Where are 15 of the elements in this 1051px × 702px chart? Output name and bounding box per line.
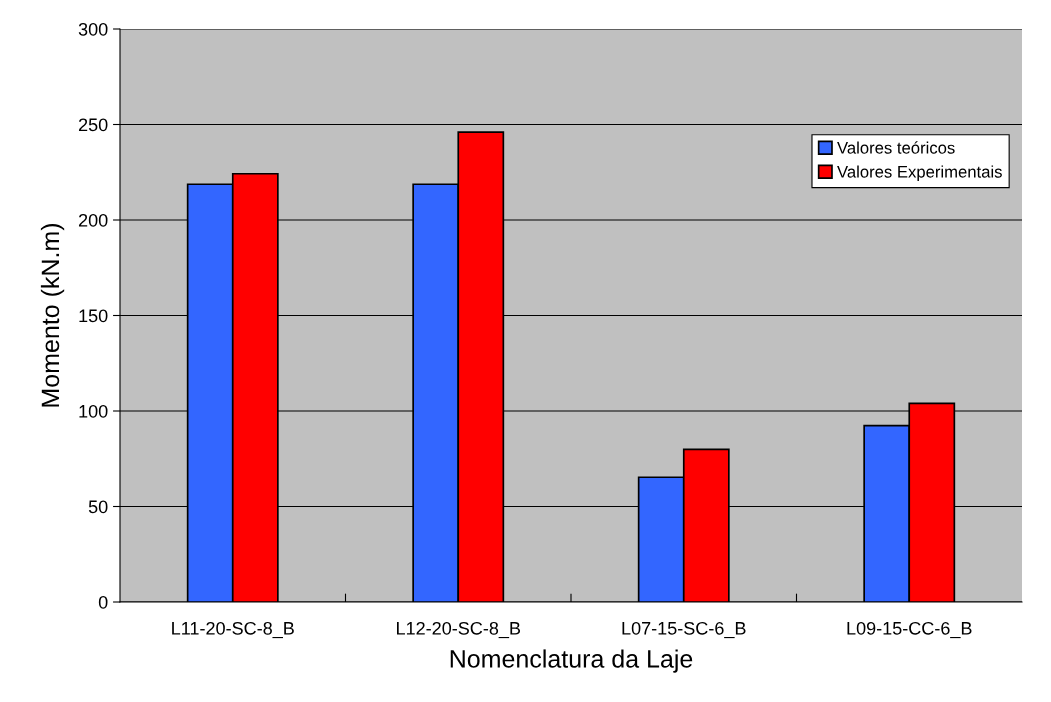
y-tick-label: 0	[98, 595, 108, 609]
x-axis-title: Nomenclatura da Laje	[450, 649, 693, 673]
y-tick-label: 150	[79, 309, 108, 323]
legend-label: Valores Experimentais	[837, 165, 1002, 181]
y-tick-label: 250	[78, 118, 108, 132]
y-tick-label: 200	[78, 213, 108, 227]
y-tick-label: 300	[78, 22, 108, 36]
y-tick-label: 100	[79, 404, 108, 418]
y-tick-label: 50	[88, 500, 108, 514]
x-tick-label: L09-15-CC-6_B	[847, 621, 972, 639]
y-axis-title: Momento (kN.m)	[40, 223, 65, 407]
x-tick-label: L07-15-SC-6_B	[622, 621, 746, 639]
x-tick-label: L11-20-SC-8_B	[172, 621, 294, 639]
x-tick-label: L12-20-SC-8_B	[397, 621, 521, 639]
legend-label: Valores teóricos	[837, 141, 955, 154]
